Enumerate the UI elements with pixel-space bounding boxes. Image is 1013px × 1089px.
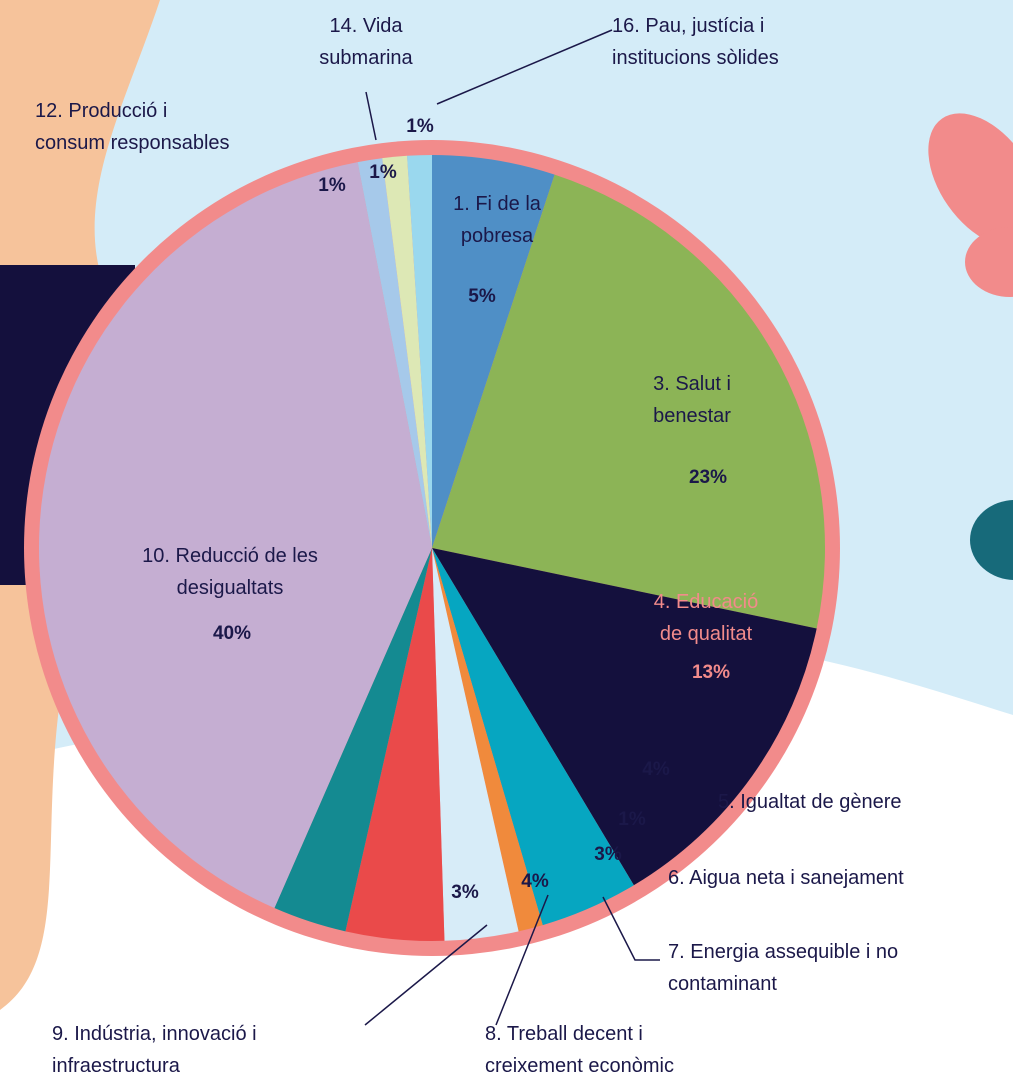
bg-teal <box>970 500 1013 580</box>
category-label: 1. Fi de la pobresa <box>453 193 541 247</box>
category-label: 4. Educació de qualitat <box>653 591 759 645</box>
pie-slice <box>432 548 634 926</box>
category-label: 10. Reducció de les desigualtats <box>142 545 318 599</box>
value-label: 4% <box>642 759 670 780</box>
value-label: 3% <box>594 844 622 865</box>
value-label: 23% <box>689 467 727 488</box>
pie-slice <box>432 548 817 886</box>
leader-line <box>602 896 660 961</box>
value-label: 1% <box>369 162 397 183</box>
pie-slice <box>274 548 432 932</box>
pie-slice <box>432 548 519 941</box>
category-label: 16. Pau, justícia i institucions sòlides <box>612 15 779 69</box>
value-label: 5% <box>468 286 496 307</box>
bg-pink <box>928 113 1013 247</box>
leader-lines <box>364 29 660 1026</box>
pie-slice <box>407 155 432 548</box>
pie-slice <box>382 155 432 548</box>
category-label: 9. Indústria, innovació i infraestructur… <box>52 1023 257 1077</box>
leader-line <box>365 91 377 141</box>
pie-slice <box>432 548 543 932</box>
value-label: 4% <box>521 871 549 892</box>
value-label: 1% <box>318 175 346 196</box>
pie-slice <box>345 548 445 941</box>
value-label: 1% <box>618 809 646 830</box>
value-label: 40% <box>213 623 251 644</box>
category-label: 5. Igualtat de gènere <box>718 791 902 813</box>
category-label: 7. Energia assequible i no contaminant <box>668 941 899 995</box>
leader-line <box>364 924 488 1026</box>
pie-slice <box>432 155 555 548</box>
category-label: 6. Aigua neta i sanejament <box>668 867 904 889</box>
value-label: 1% <box>406 116 434 137</box>
pie-slice <box>38 162 432 909</box>
value-label: 13% <box>692 662 730 683</box>
pie-slice <box>357 158 432 549</box>
pie-slice <box>432 174 825 629</box>
bg-pink <box>965 227 1013 297</box>
value-labels: 5% 23% 13% 4% 1% 3% 4% 3% 40% 1% 1% 1% <box>213 116 730 903</box>
slices <box>38 155 825 941</box>
category-label: 8. Treball decent i creixement econòmic <box>485 1023 674 1077</box>
category-label: 3. Salut i benestar <box>653 373 731 427</box>
leader-line <box>495 894 549 1026</box>
category-label: 14. Vida submarina <box>319 15 413 69</box>
category-label: 12. Producció i consum responsables <box>35 100 230 154</box>
value-label: 3% <box>451 882 479 903</box>
leader-line <box>436 29 613 105</box>
